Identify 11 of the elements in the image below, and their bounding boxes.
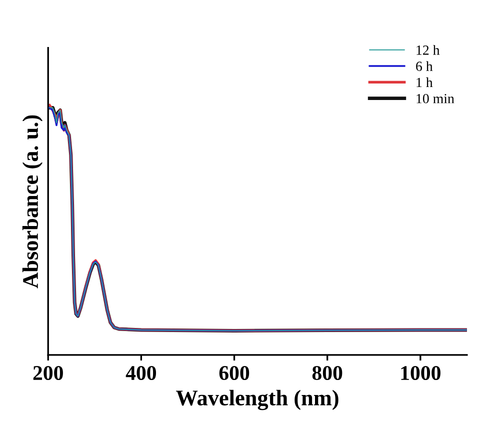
legend-label: 10 min <box>416 94 454 104</box>
legend-label: 1 h <box>416 77 433 88</box>
x-axis-title: Wavelength (nm) <box>176 390 338 410</box>
legend-label: 12 h <box>416 45 440 55</box>
x-tick-label: 600 <box>219 366 250 380</box>
legend-label: 6 h <box>416 61 433 72</box>
x-tick-label: 1000 <box>401 366 440 380</box>
x-tick-label: 800 <box>312 366 342 380</box>
y-axis-title: Absorbance (a. u.) <box>22 115 43 288</box>
x-tick-label: 400 <box>126 366 156 380</box>
x-tick-label: 200 <box>33 366 63 380</box>
